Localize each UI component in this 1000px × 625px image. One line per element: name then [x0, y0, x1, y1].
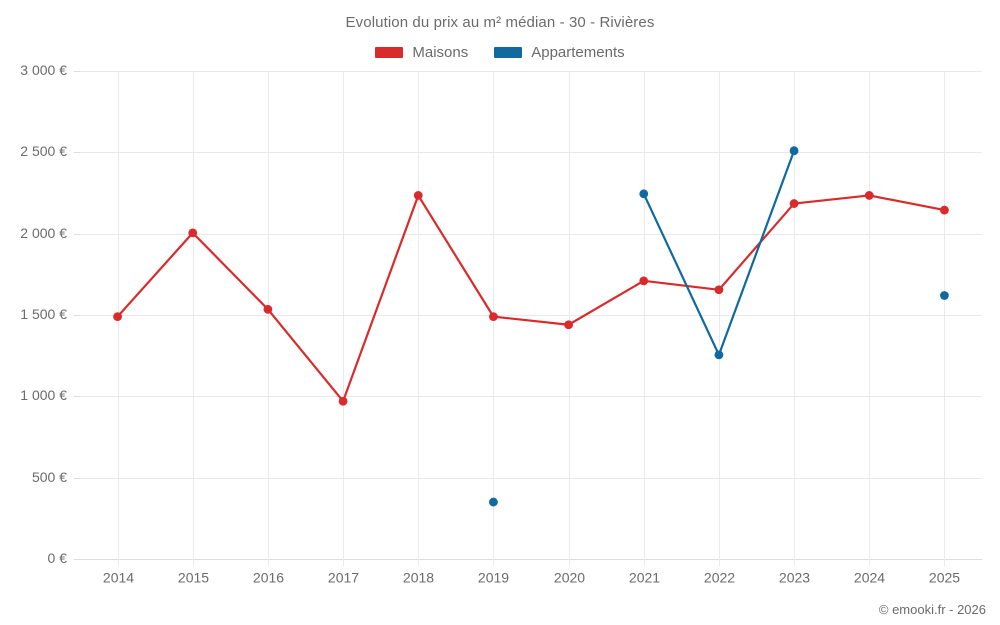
- data-point[interactable]: [188, 228, 198, 238]
- data-point[interactable]: [714, 285, 724, 295]
- x-axis-tick-label: 2022: [704, 569, 735, 585]
- data-point[interactable]: [413, 191, 423, 200]
- legend-swatch-maisons: [375, 47, 404, 58]
- legend-item-maisons[interactable]: Maisons: [375, 44, 468, 61]
- y-axis-tick-label: 1 000 €: [20, 387, 67, 403]
- y-axis-tick-label: 1 500 €: [20, 306, 67, 322]
- legend-label-maisons: Maisons: [412, 44, 469, 61]
- data-point[interactable]: [864, 191, 874, 200]
- x-axis-tick-label: 2023: [779, 569, 810, 585]
- y-axis-tick-label: 500 €: [32, 469, 67, 485]
- chart-legend: Maisons Appartements: [0, 44, 1000, 61]
- series-appartements: [489, 146, 949, 507]
- data-point[interactable]: [639, 189, 649, 199]
- y-axis-tick-label: 2 500 €: [20, 143, 67, 159]
- data-point[interactable]: [789, 199, 799, 208]
- series-layer: [113, 146, 949, 507]
- y-axis-tick-label: 3 000 €: [20, 62, 67, 78]
- series-line-appartements: [642, 149, 796, 356]
- x-axis-labels: 2014 2015 2016 2017 2018 2019 2020 2021 2022 2023…: [103, 569, 960, 585]
- data-point[interactable]: [113, 312, 122, 322]
- x-axis-tick-label: 2019: [478, 569, 509, 585]
- data-point[interactable]: [639, 276, 649, 286]
- y-axis-labels: 0 € 500 € 1 000 € 1 500 € 2 000 € 2 500 € 3 00…: [20, 62, 67, 566]
- chart-title: Evolution du prix au m² médian - 30 - Ri…: [345, 14, 655, 31]
- grid-layer: [74, 71, 982, 566]
- legend-swatch-appartements: [494, 47, 523, 58]
- legend-label-appartements: Appartements: [531, 44, 625, 61]
- x-axis-tick-label: 2016: [253, 569, 284, 585]
- x-axis-tick-label: 2018: [403, 569, 434, 585]
- x-axis-tick-label: 2024: [854, 569, 885, 585]
- data-point[interactable]: [940, 205, 949, 215]
- x-axis-tick-label: 2021: [629, 569, 660, 585]
- data-point[interactable]: [789, 146, 799, 156]
- legend-item-appartements[interactable]: Appartements: [494, 44, 625, 61]
- series-maisons: [113, 191, 949, 406]
- data-point[interactable]: [489, 497, 498, 507]
- data-point[interactable]: [940, 291, 949, 300]
- data-point[interactable]: [263, 304, 273, 314]
- copyright-credit: © emooki.fr - 2026: [878, 602, 986, 617]
- series-line-maisons: [116, 194, 946, 403]
- data-point[interactable]: [714, 350, 724, 360]
- x-axis-tick-label: 2014: [103, 569, 134, 585]
- x-axis-tick-label: 2017: [328, 569, 359, 585]
- y-axis-tick-label: 0 €: [48, 550, 68, 566]
- x-axis-tick-label: 2015: [178, 569, 209, 585]
- data-point[interactable]: [338, 396, 348, 406]
- y-axis-tick-label: 2 000 €: [20, 225, 67, 241]
- x-axis-tick-label: 2020: [554, 569, 585, 585]
- data-point[interactable]: [564, 320, 573, 330]
- data-point[interactable]: [489, 312, 498, 322]
- x-axis-tick-label: 2025: [929, 569, 960, 585]
